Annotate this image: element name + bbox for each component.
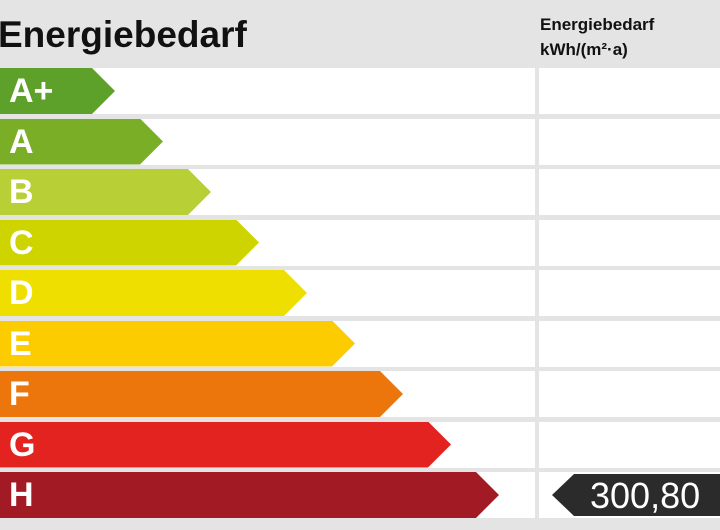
value-cell xyxy=(539,118,720,165)
energy-class-bar xyxy=(0,422,451,468)
column-header-line2: kWh/(m²·a) xyxy=(540,40,628,59)
energy-class-bar xyxy=(0,472,499,518)
chart-title: Energiebedarf xyxy=(0,14,247,55)
value-cell xyxy=(539,68,720,114)
energy-class-bar xyxy=(0,68,115,114)
energy-class-label: F xyxy=(9,375,30,413)
energy-class-label: H xyxy=(9,476,34,514)
value-cell xyxy=(539,219,720,266)
value-cell xyxy=(539,371,720,417)
energy-class-bar xyxy=(0,169,211,215)
energy-class-label: G xyxy=(9,425,36,464)
energy-class-bar xyxy=(0,220,259,266)
column-header-line1: Energiebedarf xyxy=(540,15,655,34)
value-cell xyxy=(539,169,720,215)
energy-class-label: A xyxy=(9,122,34,161)
column-header: Energiebedarf kWh/(m²·a) xyxy=(540,12,654,62)
energy-class-label: E xyxy=(9,324,32,363)
energy-class-bar xyxy=(0,371,403,417)
value-marker-text: 300,80 xyxy=(590,475,701,516)
energy-class-bar xyxy=(0,321,355,367)
energy-class-label: A+ xyxy=(9,72,54,110)
value-cell xyxy=(539,270,720,316)
energy-class-label: D xyxy=(9,274,34,312)
value-cell xyxy=(539,320,720,367)
value-cell xyxy=(539,421,720,468)
value-marker: 300,80 xyxy=(552,474,720,516)
energy-class-label: C xyxy=(9,223,34,262)
energy-class-bar xyxy=(0,270,307,316)
energy-class-label: B xyxy=(9,173,34,211)
energy-class-bar xyxy=(0,119,163,165)
